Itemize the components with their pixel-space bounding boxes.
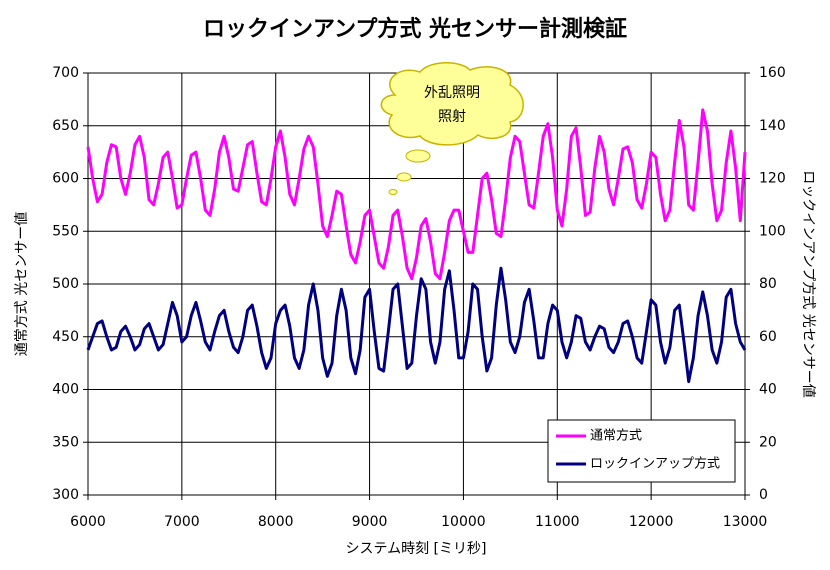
cloud <box>380 62 524 146</box>
annotation: 外乱照明 <box>424 85 480 101</box>
y2-tick-label: 80 <box>759 276 777 292</box>
legend-label: ロックインアップ方式 <box>590 456 720 472</box>
y2-tick-label: 120 <box>759 171 786 187</box>
legend-label: 通常方式 <box>590 428 642 444</box>
x-tick-label: 12000 <box>629 514 674 530</box>
x-tick-label: 11000 <box>535 514 580 530</box>
x-axis-label: システム時刻 [ミリ秒] <box>346 541 487 557</box>
y-tick-label: 600 <box>52 171 79 187</box>
y-tick-label: 350 <box>52 434 79 450</box>
callout: 外乱照明 照射 <box>380 62 524 195</box>
series-line <box>86 108 747 281</box>
x-tick-label: 6000 <box>70 514 106 530</box>
y-axis-label: 通常方式 光センサー値 <box>14 212 30 356</box>
x-tick-label: 7000 <box>164 514 200 530</box>
x-tick-label: 13000 <box>723 514 768 530</box>
y-tick-label: 400 <box>52 382 79 398</box>
y-tick-label: 450 <box>52 329 79 345</box>
y-tick-label: 700 <box>52 65 79 81</box>
y2-tick-label: 0 <box>759 487 768 503</box>
y2-tick-label: 20 <box>759 434 777 450</box>
series-line <box>86 266 747 384</box>
x-tick-label: 10000 <box>441 514 486 530</box>
y2-tick-label: 40 <box>759 382 777 398</box>
y2-tick-label: 160 <box>759 65 786 81</box>
y-tick-label: 550 <box>52 223 79 239</box>
y2-tick-label: 100 <box>759 223 786 239</box>
legend-box <box>547 419 736 483</box>
x-tick-label: 9000 <box>352 514 388 530</box>
y2-tick-label: 140 <box>759 118 786 134</box>
y2-tick-label: 60 <box>759 329 777 345</box>
y2-axis-label: ロックインアンプ方式 光センサー値 <box>800 170 816 397</box>
cloud-bubble <box>388 189 398 195</box>
plot-area: 3003504004505005506006507000204060801001… <box>52 65 785 530</box>
annotation: 照射 <box>438 109 466 125</box>
y-tick-label: 500 <box>52 276 79 292</box>
chart-title: ロックインアンプ方式 光センサー計測検証 <box>203 16 627 42</box>
x-tick-label: 8000 <box>258 514 294 530</box>
y-tick-label: 300 <box>52 487 79 503</box>
cloud-bubble <box>405 149 431 163</box>
y-tick-label: 650 <box>52 118 79 134</box>
cloud-bubble <box>396 172 412 182</box>
